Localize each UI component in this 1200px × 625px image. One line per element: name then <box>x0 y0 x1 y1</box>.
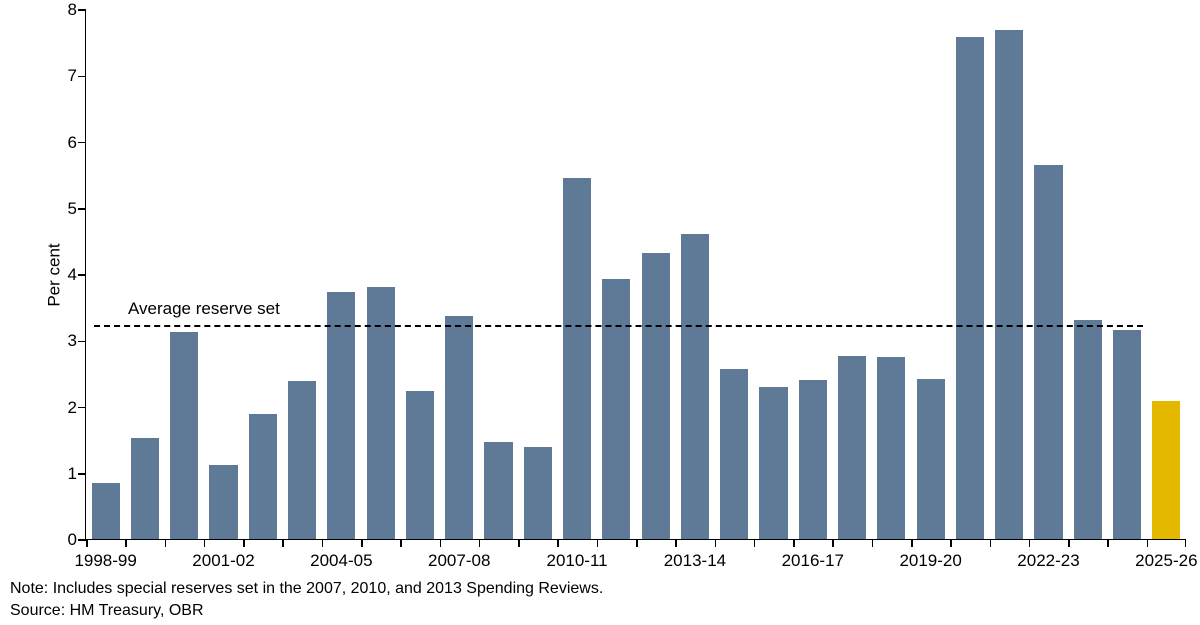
bar <box>563 178 591 539</box>
bar <box>249 414 277 539</box>
chart-container: Per cent 1998-992001-022004-052007-08201… <box>85 10 1185 540</box>
bar <box>681 234 709 539</box>
bar <box>838 356 866 540</box>
x-tick <box>204 539 206 547</box>
x-tick <box>518 539 520 547</box>
x-tick-label: 2022-23 <box>1017 551 1079 571</box>
x-tick <box>675 539 677 547</box>
x-tick <box>282 539 284 547</box>
x-tick-label: 2019-20 <box>899 551 961 571</box>
y-tick-label: 8 <box>68 0 77 20</box>
y-tick <box>78 473 86 475</box>
y-tick-label: 4 <box>68 265 77 285</box>
y-tick <box>78 9 86 11</box>
x-tick-label: 2007-08 <box>428 551 490 571</box>
x-tick <box>1147 539 1149 547</box>
bar <box>170 332 198 539</box>
bar <box>917 379 945 539</box>
bar <box>642 253 670 539</box>
y-tick-label: 2 <box>68 398 77 418</box>
bar <box>484 442 512 539</box>
x-tick <box>1185 539 1187 547</box>
y-tick <box>78 76 86 78</box>
bar <box>720 369 748 539</box>
x-tick-label: 2025-26 <box>1135 551 1197 571</box>
x-tick <box>1029 539 1031 547</box>
plot-area: 1998-992001-022004-052007-082010-112013-… <box>85 10 1185 540</box>
y-axis-title: Per cent <box>45 243 65 306</box>
x-tick-label: 2010-11 <box>546 551 607 571</box>
footnote-note: Note: Includes special reserves set in t… <box>10 580 603 598</box>
y-tick-label: 7 <box>68 66 77 86</box>
x-tick <box>636 539 638 547</box>
y-tick-label: 3 <box>68 331 77 351</box>
bar <box>759 387 787 539</box>
x-tick <box>125 539 127 547</box>
x-tick <box>1068 539 1070 547</box>
y-tick-label: 1 <box>68 464 77 484</box>
bar <box>445 316 473 539</box>
bar <box>1034 165 1062 539</box>
bar <box>1113 330 1141 539</box>
bar <box>995 30 1023 539</box>
x-tick <box>872 539 874 547</box>
bar <box>92 483 120 539</box>
x-tick-label: 2016-17 <box>782 551 844 571</box>
x-tick <box>165 539 167 547</box>
x-tick <box>86 539 88 547</box>
bar <box>799 380 827 539</box>
x-tick <box>1107 539 1109 547</box>
x-tick <box>832 539 834 547</box>
x-tick <box>400 539 402 547</box>
x-tick-label: 2004-05 <box>310 551 372 571</box>
bar <box>956 37 984 539</box>
y-tick <box>78 539 86 541</box>
x-tick <box>361 539 363 547</box>
x-tick-label: 1998-99 <box>74 551 136 571</box>
bar-highlight <box>1152 401 1180 539</box>
footnote-source: Source: HM Treasury, OBR <box>10 602 204 620</box>
x-tick <box>322 539 324 547</box>
reference-line-label: Average reserve set <box>126 299 282 319</box>
bar <box>1074 320 1102 539</box>
y-tick-label: 0 <box>68 530 77 550</box>
reference-line <box>94 325 1143 327</box>
bar <box>602 279 630 539</box>
bars-group <box>86 10 1185 539</box>
x-tick <box>793 539 795 547</box>
bar <box>877 357 905 539</box>
x-tick <box>911 539 913 547</box>
y-tick <box>78 208 86 210</box>
x-tick <box>754 539 756 547</box>
y-tick-label: 5 <box>68 199 77 219</box>
bar <box>406 391 434 539</box>
x-tick <box>440 539 442 547</box>
bar <box>327 292 355 539</box>
y-tick <box>78 274 86 276</box>
x-tick-label: 2001-02 <box>192 551 254 571</box>
bar <box>288 381 316 539</box>
y-tick <box>78 407 86 409</box>
bar <box>209 465 237 539</box>
x-tick <box>597 539 599 547</box>
x-tick <box>243 539 245 547</box>
y-tick-label: 6 <box>68 133 77 153</box>
x-tick-label: 2013-14 <box>664 551 726 571</box>
bar <box>131 438 159 539</box>
bar <box>524 447 552 539</box>
x-tick <box>715 539 717 547</box>
x-tick <box>479 539 481 547</box>
x-tick <box>990 539 992 547</box>
y-tick <box>78 142 86 144</box>
y-tick <box>78 341 86 343</box>
x-tick <box>950 539 952 547</box>
x-tick <box>557 539 559 547</box>
